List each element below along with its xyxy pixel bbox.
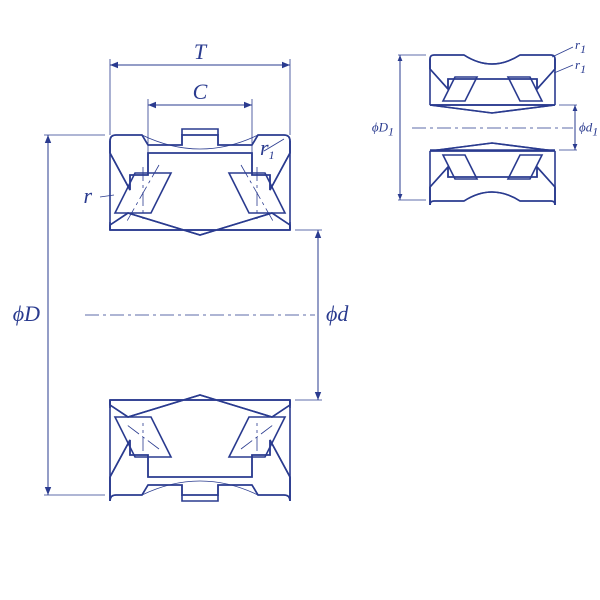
svg-text:C: C <box>193 79 208 104</box>
aux-section-view: ϕD1 ϕd1 r1r1 <box>372 37 598 205</box>
main-section-view: TCϕD ϕd r1 r <box>13 39 350 501</box>
svg-text:ϕd: ϕd <box>326 301 349 326</box>
label-r1: r1 <box>260 135 275 162</box>
label-r: r <box>83 183 92 208</box>
label-phid1: ϕd1 <box>579 120 598 139</box>
label-aux-r1-bot: r1 <box>575 57 586 76</box>
label-aux-r1-top: r1 <box>575 37 586 56</box>
svg-text:T: T <box>194 39 208 64</box>
engineering-drawing: TCϕDϕdr1rϕD1ϕd1r1r1 <box>0 0 600 600</box>
svg-text:ϕD: ϕD <box>13 301 40 326</box>
label-phiD1: ϕD1 <box>372 120 394 139</box>
